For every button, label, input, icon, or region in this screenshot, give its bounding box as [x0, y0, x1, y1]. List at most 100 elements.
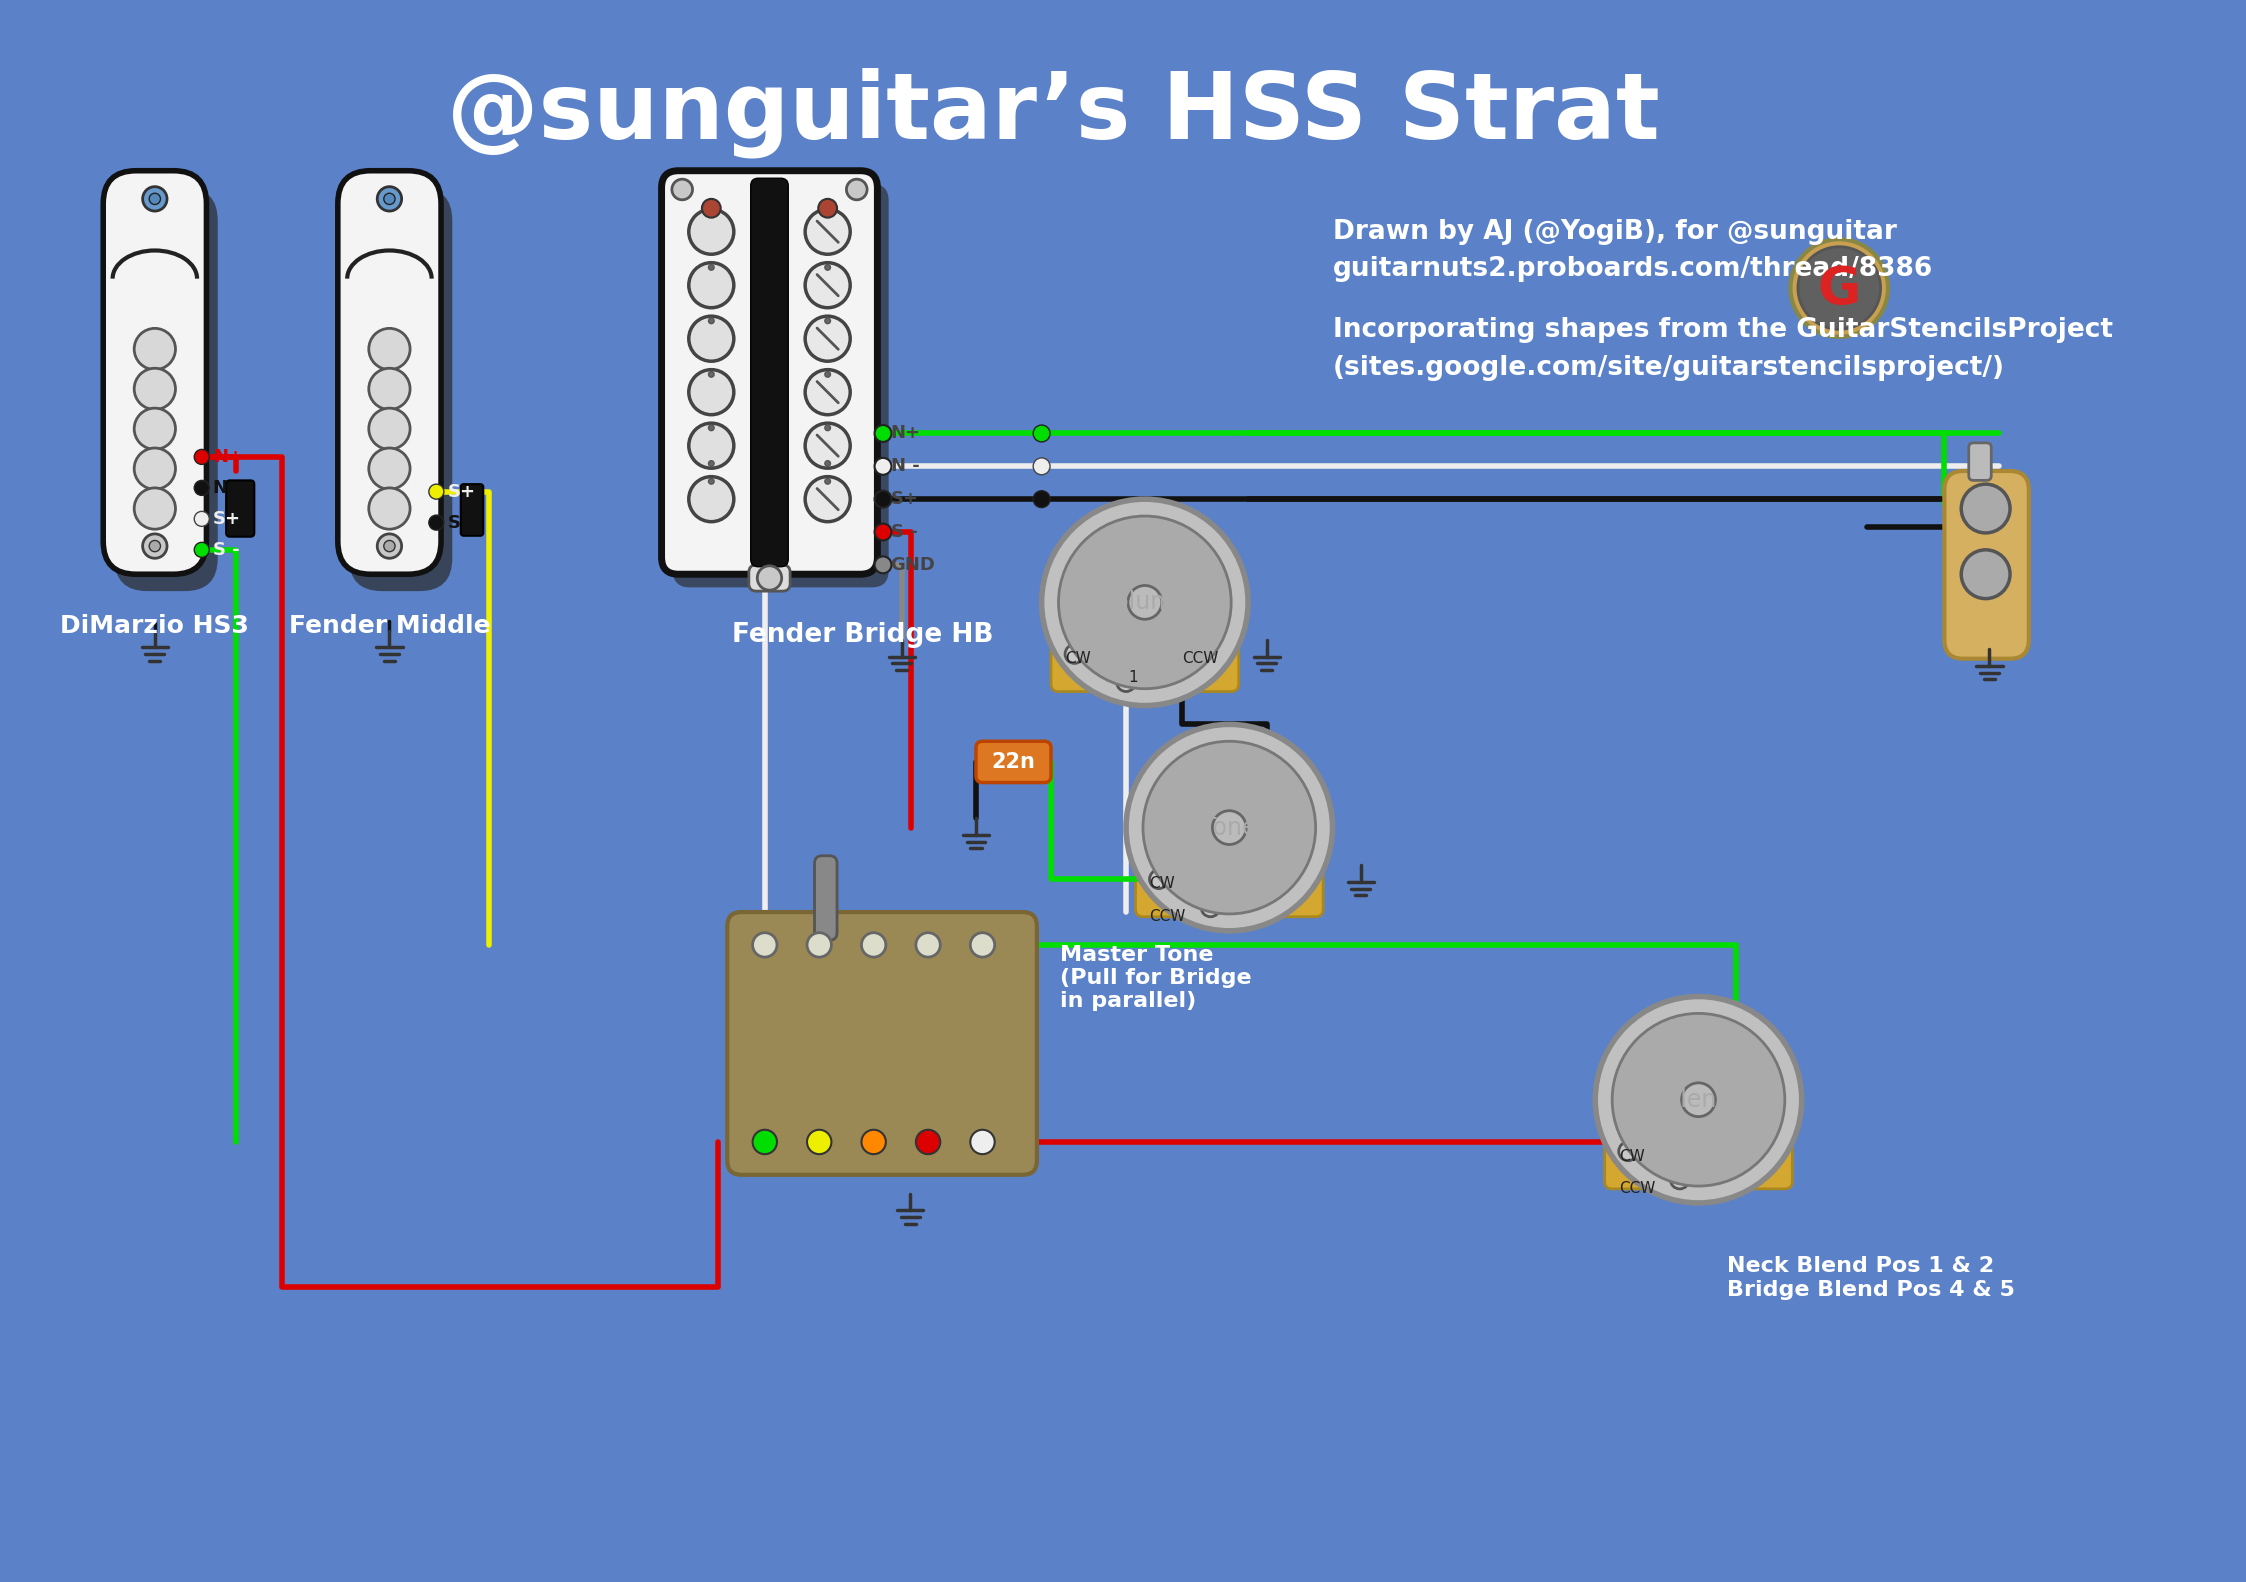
Text: N -: N -: [889, 457, 919, 475]
FancyBboxPatch shape: [1604, 1137, 1792, 1190]
Circle shape: [135, 369, 175, 410]
Circle shape: [1202, 899, 1220, 916]
Text: Blend: Blend: [1664, 1088, 1732, 1112]
FancyBboxPatch shape: [103, 171, 207, 574]
Text: GND: GND: [889, 555, 934, 574]
Circle shape: [384, 541, 395, 552]
Circle shape: [1213, 810, 1247, 845]
Circle shape: [377, 533, 402, 558]
FancyBboxPatch shape: [663, 171, 878, 574]
Circle shape: [1127, 585, 1161, 619]
Text: Tone: Tone: [1202, 816, 1256, 840]
Circle shape: [135, 408, 175, 449]
Circle shape: [690, 316, 734, 361]
Text: N -: N -: [213, 479, 243, 497]
Text: guitarnuts2.proboards.com/thread/8386: guitarnuts2.proboards.com/thread/8386: [1332, 256, 1934, 282]
Circle shape: [806, 933, 831, 957]
Text: 22n: 22n: [990, 751, 1035, 772]
Circle shape: [824, 478, 831, 484]
Circle shape: [874, 524, 892, 541]
Text: 1: 1: [1130, 669, 1139, 685]
FancyBboxPatch shape: [337, 171, 440, 574]
Circle shape: [824, 426, 831, 430]
Circle shape: [384, 193, 395, 204]
Circle shape: [874, 490, 892, 508]
Circle shape: [1033, 490, 1051, 508]
Circle shape: [916, 1130, 941, 1155]
Circle shape: [690, 209, 734, 255]
Circle shape: [1042, 500, 1249, 706]
Text: DiMarzio HS3: DiMarzio HS3: [61, 614, 249, 638]
Circle shape: [804, 209, 851, 255]
Circle shape: [193, 543, 209, 557]
Text: S+: S+: [447, 483, 476, 500]
Text: G: G: [1817, 264, 1862, 316]
Text: (sites.google.com/site/guitarstencilsproject/): (sites.google.com/site/guitarstencilspro…: [1332, 354, 2003, 381]
Circle shape: [874, 557, 892, 573]
Circle shape: [690, 476, 734, 522]
FancyBboxPatch shape: [348, 188, 451, 592]
Circle shape: [707, 426, 714, 430]
Text: CCW: CCW: [1619, 1182, 1655, 1196]
Text: Drawn by AJ (@YogiB), for @sunguitar: Drawn by AJ (@YogiB), for @sunguitar: [1332, 218, 1896, 245]
Text: CW: CW: [1150, 876, 1175, 891]
Circle shape: [1790, 239, 1889, 337]
Text: CCW: CCW: [1150, 910, 1186, 924]
Text: S -: S -: [889, 524, 916, 541]
FancyBboxPatch shape: [1136, 865, 1323, 916]
Circle shape: [707, 264, 714, 271]
FancyBboxPatch shape: [1051, 639, 1240, 691]
FancyBboxPatch shape: [460, 484, 483, 536]
Circle shape: [757, 566, 782, 590]
Circle shape: [752, 933, 777, 957]
Circle shape: [672, 179, 692, 199]
Circle shape: [144, 187, 166, 210]
Circle shape: [804, 476, 851, 522]
Circle shape: [1033, 457, 1051, 475]
Circle shape: [970, 1130, 995, 1155]
Circle shape: [1619, 1142, 1637, 1161]
Circle shape: [1150, 870, 1168, 889]
Text: CW: CW: [1619, 1149, 1644, 1163]
Circle shape: [144, 533, 166, 558]
Circle shape: [368, 448, 411, 489]
Circle shape: [824, 460, 831, 467]
Circle shape: [1033, 426, 1051, 441]
FancyBboxPatch shape: [728, 913, 1038, 1175]
Circle shape: [707, 478, 714, 484]
FancyBboxPatch shape: [674, 184, 889, 587]
Text: N+: N+: [889, 424, 921, 443]
Circle shape: [752, 1130, 777, 1155]
FancyBboxPatch shape: [977, 742, 1051, 783]
Circle shape: [690, 422, 734, 468]
FancyBboxPatch shape: [750, 179, 788, 566]
Text: CCW: CCW: [1181, 652, 1220, 666]
FancyBboxPatch shape: [1970, 443, 1992, 481]
Circle shape: [806, 1130, 831, 1155]
FancyBboxPatch shape: [1945, 471, 2028, 658]
Circle shape: [847, 179, 867, 199]
Circle shape: [818, 199, 838, 218]
Circle shape: [148, 541, 159, 552]
Circle shape: [824, 264, 831, 271]
Circle shape: [1613, 1014, 1786, 1186]
Circle shape: [916, 933, 941, 957]
Circle shape: [970, 933, 995, 957]
Circle shape: [707, 318, 714, 324]
Text: S -: S -: [447, 514, 474, 532]
Circle shape: [1116, 672, 1136, 691]
Text: Volume: Volume: [1101, 590, 1188, 614]
FancyBboxPatch shape: [748, 565, 791, 592]
Text: Master Tone
(Pull for Bridge
in parallel): Master Tone (Pull for Bridge in parallel…: [1060, 944, 1251, 1011]
Circle shape: [1125, 725, 1332, 930]
Circle shape: [804, 422, 851, 468]
Circle shape: [193, 449, 209, 465]
Circle shape: [1961, 484, 2010, 533]
Circle shape: [804, 316, 851, 361]
Circle shape: [804, 263, 851, 308]
Text: Incorporating shapes from the GuitarStencilsProject: Incorporating shapes from the GuitarSten…: [1332, 318, 2113, 343]
Circle shape: [690, 263, 734, 308]
Circle shape: [1595, 997, 1801, 1202]
Circle shape: [148, 193, 159, 204]
Circle shape: [193, 481, 209, 495]
